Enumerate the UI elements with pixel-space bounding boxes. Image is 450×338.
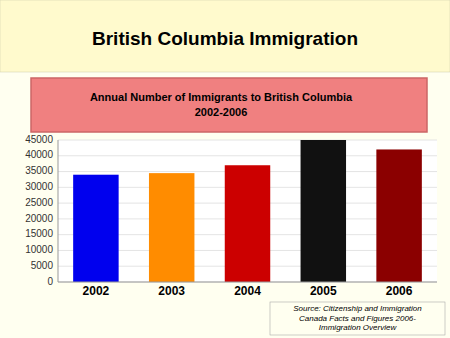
x-axis-line: [58, 282, 437, 283]
y-axis-line: [58, 140, 59, 282]
x-tick-label: 2003: [158, 284, 185, 298]
y-tick-label: 0: [47, 276, 53, 287]
text-line: Immigration Overview: [319, 323, 398, 332]
background: [0, 0, 450, 338]
bar: [149, 173, 194, 282]
y-tick-label: 35000: [25, 165, 53, 176]
x-tick-label: 2004: [234, 284, 261, 298]
title: British Columbia Immigration: [92, 28, 358, 49]
y-tick-label: 40000: [25, 149, 53, 160]
plot-area: [58, 140, 437, 282]
text-line: Annual Number of Immigrants to British C…: [90, 90, 353, 102]
y-tick-label: 20000: [25, 213, 53, 224]
bar: [376, 149, 421, 282]
header-band: [0, 0, 450, 72]
bar: [301, 140, 346, 282]
subtitle: Annual Number of Immigrants to British C…: [90, 90, 353, 117]
bar: [225, 165, 270, 282]
text-line: 2002-2006: [195, 105, 248, 117]
y-tick-label: 25000: [25, 197, 53, 208]
chart-container: British Columbia Immigration Annual Numbe…: [0, 0, 450, 338]
y-tick-label: 45000: [25, 134, 53, 145]
x-tick-label: 2002: [83, 284, 110, 298]
subtitle-box: [31, 78, 427, 132]
grid-line: [58, 282, 437, 283]
text-line: Canada Facts and Figures 2006-: [299, 314, 416, 323]
x-tick-label: 2005: [310, 284, 337, 298]
y-tick-label: 30000: [25, 181, 53, 192]
text-line: Source: Citizenship and Immigration: [293, 304, 422, 313]
bar: [73, 175, 118, 282]
y-ticks: 0 5000 10000 15000 20000 25000 30000 35000 40000…: [25, 134, 53, 287]
y-tick-label: 5000: [31, 260, 54, 271]
chart-svg: British Columbia Immigration Annual Numbe…: [0, 0, 450, 338]
source-note: Source: Citizenship and ImmigrationCanad…: [293, 304, 422, 332]
grid-line: [58, 140, 437, 141]
bars: [73, 140, 422, 282]
source-box: [270, 302, 445, 335]
y-tick-label: 10000: [25, 244, 53, 255]
x-ticks: 2002 2003 2004 2005 2006: [83, 284, 413, 298]
x-tick-label: 2006: [386, 284, 413, 298]
grid: [58, 140, 437, 282]
y-tick-label: 15000: [25, 228, 53, 239]
